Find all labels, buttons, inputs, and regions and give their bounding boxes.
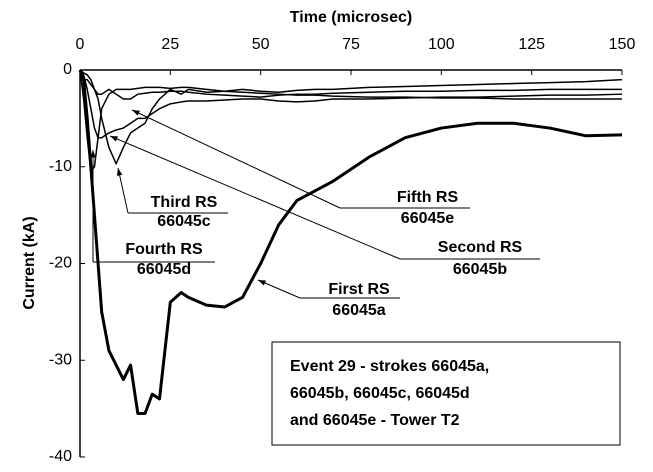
annotation-leader [131, 109, 341, 209]
x-tick-label: 0 [76, 36, 85, 53]
annotation-id: 66045c [157, 213, 210, 230]
annotation-arrow [110, 136, 118, 142]
x-tick-label: 150 [609, 36, 636, 53]
annotation-arrow [132, 110, 140, 116]
annotation-id: 66045b [453, 261, 507, 278]
x-tick-label: 125 [518, 36, 545, 53]
annotation-arrow [116, 168, 123, 176]
note-text: 66045b, 66045c, 66045d [290, 385, 470, 402]
annotation-name: Fifth RS [397, 189, 459, 206]
annotation-arrow [90, 150, 96, 158]
x-tick-label: 75 [342, 36, 360, 53]
annotation-leader [109, 135, 401, 260]
x-axis-title: Time (microsec) [290, 9, 412, 26]
annotation-arrow [258, 280, 266, 286]
line-series [79, 69, 622, 173]
annotation-leader [117, 167, 129, 214]
annotation-name: Second RS [438, 239, 523, 256]
line-series [79, 69, 622, 100]
y-tick-label: -20 [49, 255, 72, 272]
annotation-leader [257, 279, 301, 299]
x-tick-label: 50 [252, 36, 270, 53]
y-axis-title: Current (kA) [21, 216, 38, 309]
note-box [271, 341, 621, 446]
y-tick-label: -10 [49, 158, 72, 175]
y-tick-label: -30 [49, 351, 72, 368]
x-tick-label: 100 [428, 36, 455, 53]
annotation-id: 66045e [401, 210, 454, 227]
y-tick-label: 0 [63, 61, 72, 78]
annotation-id: 66045d [137, 261, 191, 278]
annotation-name: Fourth RS [125, 241, 203, 258]
y-tick-label: -40 [49, 448, 72, 465]
note-text: Event 29 - strokes 66045a, [290, 358, 489, 375]
line-series [79, 69, 623, 165]
annotation-name: First RS [328, 281, 390, 298]
x-tick-label: 25 [161, 36, 179, 53]
annotation-name: Third RS [151, 194, 218, 211]
note-text: and 66045e - Tower T2 [290, 412, 460, 429]
line-series [78, 69, 623, 415]
annotation-id: 66045a [332, 302, 385, 319]
